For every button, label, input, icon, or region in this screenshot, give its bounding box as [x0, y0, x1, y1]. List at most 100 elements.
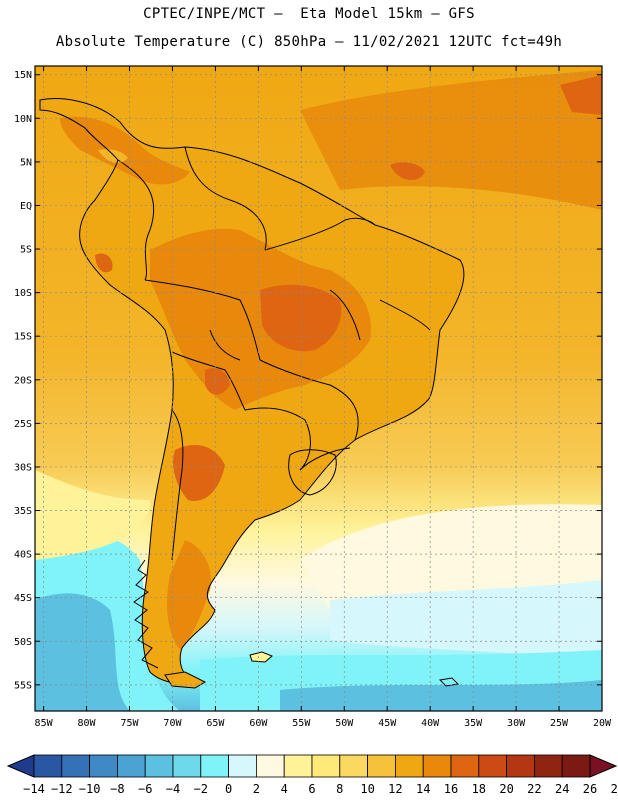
colorbar-swatch	[339, 754, 368, 778]
lon-label: 40W	[421, 718, 440, 729]
lat-label: 5N	[20, 157, 32, 168]
colorbar-swatch	[228, 754, 257, 778]
colorbar-tick-label: −2	[194, 782, 208, 796]
lon-label: 35W	[464, 718, 483, 729]
hot-spot-atlantic	[390, 162, 425, 181]
colorbar-swatch	[394, 754, 424, 778]
lon-label: 45W	[378, 718, 397, 729]
colorbar-labels: −14 −12 −10 −8 −6 −4 −2 0 2 4 6 8 10 12 14 16 18 20 22 24 26…	[23, 782, 618, 796]
colorbar-tick-label: 22	[527, 782, 541, 796]
colorbar-tick-label: −8	[110, 782, 124, 796]
lon-label: 25W	[550, 718, 569, 729]
colorbar-arrow-right	[589, 754, 618, 778]
amazon-hot-region	[150, 228, 371, 410]
lon-label: 75W	[120, 718, 139, 729]
lat-label: 35S	[14, 506, 32, 517]
colorbar-tick-label: 4	[281, 782, 288, 796]
lon-label: 55W	[292, 718, 311, 729]
colorbar-tick-label: 0	[225, 782, 232, 796]
country-borders	[39, 98, 465, 685]
latitude-labels: 15N 10N 5N EQ 5S 10S 15S 20S 25S 30S 35S 40S 45S 50S 5…	[14, 70, 32, 691]
pacific-mild-region	[35, 470, 150, 560]
andes-hot-spot	[95, 253, 113, 273]
lon-label: 20W	[593, 718, 612, 729]
lat-label: 50S	[14, 637, 32, 648]
cool-region	[300, 504, 602, 610]
colorbar-tick-label: 14	[416, 782, 430, 796]
andes-cool-spot	[98, 149, 128, 163]
colorbar-tick-label: 10	[360, 782, 374, 796]
pacific-coldest-region	[35, 593, 130, 711]
colorbar-swatch	[367, 754, 396, 778]
lat-label: 20S	[14, 375, 32, 386]
lat-label: 15S	[14, 332, 32, 343]
lat-label: EQ	[20, 201, 32, 212]
colorbar-tick-label: 12	[388, 782, 402, 796]
colorbar-tick-label: 18	[472, 782, 486, 796]
colorbar-swatch	[33, 754, 63, 778]
lat-label: 10S	[14, 288, 32, 299]
lon-label: 50W	[335, 718, 354, 729]
colorbar-tick-label: −12	[51, 782, 73, 796]
caribbean-hot-region	[60, 116, 190, 185]
lat-label: 15N	[14, 70, 32, 81]
southern-coldest-region	[280, 680, 602, 711]
lon-label: 70W	[163, 718, 182, 729]
colorbar-tick-label: −10	[79, 782, 101, 796]
lat-label: 45S	[14, 593, 32, 604]
colorbar-swatch	[61, 754, 90, 778]
colorbar-tick-label: 28	[611, 782, 618, 796]
colorbar-tick-label: 6	[308, 782, 315, 796]
colorbar-swatch	[255, 754, 285, 778]
colorbar-swatch	[200, 754, 230, 778]
chile-fjords	[133, 559, 159, 669]
patagonia-hot-region	[167, 540, 211, 650]
colorbar-swatch	[506, 754, 535, 778]
lat-label: 40S	[14, 550, 32, 561]
title-line-1: CPTEC/INPE/MCT – Eta Model 15km – GFS	[143, 6, 475, 22]
north-atlantic-warm-region	[300, 70, 602, 210]
title-line-2: Absolute Temperature (C) 850hPa – 11/02/…	[55, 34, 563, 50]
central-brazil-very-hot	[260, 284, 342, 352]
argentina-very-hot	[173, 445, 225, 501]
colorbar-swatch	[89, 754, 118, 778]
colorbar-tick-label: 24	[555, 782, 569, 796]
lat-label: 55S	[14, 680, 32, 691]
lon-label: 80W	[78, 718, 97, 729]
colorbar-tick-label: 8	[336, 782, 343, 796]
colorbar-swatch	[534, 754, 563, 778]
hot-spot-northeast	[560, 75, 602, 115]
colorbar-swatch	[144, 754, 174, 778]
colorbar-tick-label: 26	[583, 782, 597, 796]
colorbar-tick-label: 16	[444, 782, 458, 796]
lon-label: 60W	[249, 718, 268, 729]
chaco-very-hot	[205, 368, 230, 395]
lat-label: 30S	[14, 462, 32, 473]
colorbar-arrow-left	[6, 754, 35, 778]
lat-label: 5S	[20, 245, 32, 256]
colorbar-tick-label: −4	[166, 782, 180, 796]
colorbar-swatch	[450, 754, 480, 778]
south-island	[438, 677, 460, 687]
lon-label: 85W	[35, 718, 54, 729]
colorbar-swatch	[117, 754, 146, 778]
colorbar-swatch	[283, 754, 313, 778]
colorbar-swatch	[172, 754, 202, 778]
colorbar-swatch	[422, 754, 452, 778]
lat-label: 25S	[14, 419, 32, 430]
cold-region	[330, 580, 602, 660]
falkland-islands	[249, 651, 273, 663]
map-frame	[34, 65, 603, 712]
lon-label: 30W	[507, 718, 526, 729]
lat-label: 10N	[14, 114, 32, 125]
colorbar-tick-label: 20	[499, 782, 513, 796]
colorbar-swatch	[561, 754, 591, 778]
colorbar-tick-label: 2	[253, 782, 260, 796]
colorbar-tick-label: −14	[23, 782, 45, 796]
lon-label: 65W	[206, 718, 225, 729]
colorbar-tick-label: −6	[138, 782, 152, 796]
longitude-labels: 85W 80W 75W 70W 65W 60W 55W 50W 45W 40W 35W 30W 25W 2…	[35, 718, 612, 729]
colorbar-swatch	[311, 754, 341, 778]
colorbar	[6, 754, 618, 778]
